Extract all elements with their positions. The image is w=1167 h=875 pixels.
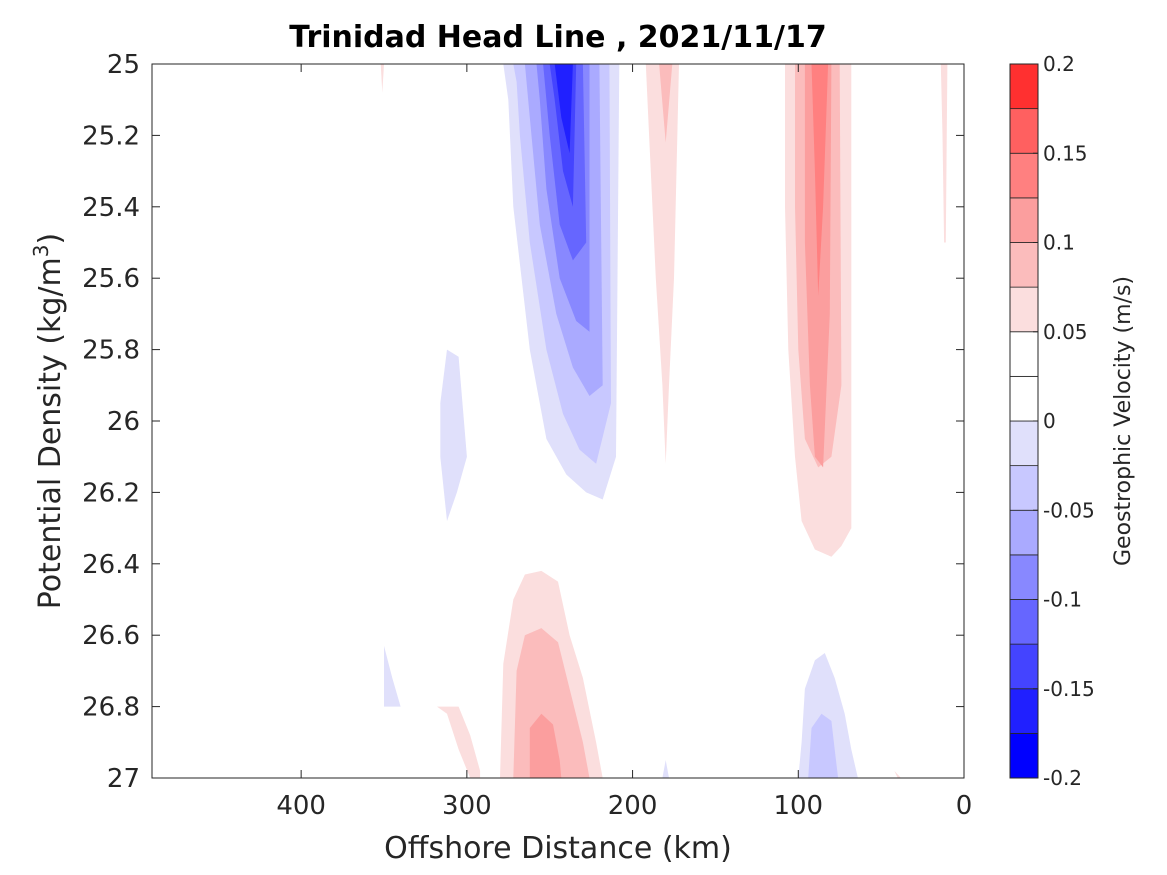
colorbar-segment <box>1009 152 1039 199</box>
colorbar <box>1009 63 1039 779</box>
contour-region-7 <box>440 349 467 521</box>
y-tick-label: 25.6 <box>82 264 140 294</box>
y-axis-ticks: 25 25.2 25.4 25.6 25.8 26 26.2 26.4 26.6 26.8 27 <box>82 50 964 794</box>
contour-region-13 <box>811 64 829 296</box>
colorbar-segment <box>1009 375 1039 422</box>
colorbar-segment <box>1009 108 1039 154</box>
contour-region-14 <box>940 64 948 243</box>
contour-regions <box>380 64 948 778</box>
colorbar-tick-label: 0 <box>1043 409 1056 433</box>
colorbar-segment <box>1009 688 1039 734</box>
colorbar-segment <box>1009 331 1039 377</box>
colorbar-tick-label: 0.15 <box>1043 141 1088 165</box>
colorbar-segment <box>1009 643 1039 690</box>
colorbar-tick-label: 0.05 <box>1043 320 1088 344</box>
colorbar-segment <box>1009 197 1039 243</box>
colorbar-segment <box>1009 509 1039 556</box>
colorbar-tick-label: -0.15 <box>1043 677 1095 701</box>
y-tick-label: 25 <box>107 50 140 80</box>
colorbar-segment <box>1009 599 1039 645</box>
y-tick-label: 26.2 <box>82 478 140 508</box>
y-tick-label: 26.4 <box>82 550 140 580</box>
colorbar-ticks: -0.2 -0.15 -0.1 -0.05 0 0.05 0.1 0.15 0.2 <box>1033 52 1095 790</box>
x-axis-ticks: 400 300 200 100 0 <box>276 64 972 821</box>
x-tick-label: 100 <box>773 791 823 821</box>
y-tick-label: 25.2 <box>82 121 140 151</box>
x-tick-label: 300 <box>442 791 492 821</box>
colorbar-label: Geostrophic Velocity (m/s) <box>1111 276 1136 566</box>
colorbar-tick-label: 0.1 <box>1043 231 1075 255</box>
x-tick-label: 0 <box>956 791 973 821</box>
colorbar-segment <box>1009 420 1039 467</box>
contour-region-21 <box>384 645 401 707</box>
y-tick-label: 26.6 <box>82 621 140 651</box>
contour-region-19 <box>437 706 481 778</box>
y-axis-label-close: ) <box>33 233 68 245</box>
y-tick-label: 27 <box>107 764 140 794</box>
contour-region-23 <box>808 713 839 778</box>
colorbar-tick-label: -0.1 <box>1043 588 1082 612</box>
y-axis-label-main: Potential Density (kg/m <box>33 257 68 609</box>
chart-title: Trinidad Head Line , 2021/11/17 <box>289 20 826 55</box>
x-tick-label: 400 <box>276 791 326 821</box>
contour-region-18 <box>529 713 562 778</box>
x-tick-label: 200 <box>608 791 658 821</box>
colorbar-tick-label: 0.2 <box>1043 52 1075 76</box>
colorbar-segment <box>1009 465 1039 511</box>
colorbar-segment <box>1009 732 1039 779</box>
y-axis-label-superscript: 3 <box>29 244 53 257</box>
x-axis-label: Offshore Distance (km) <box>384 831 732 866</box>
contour-region-24 <box>662 760 669 778</box>
y-tick-label: 25.4 <box>82 193 140 223</box>
contour-region-9 <box>659 64 673 143</box>
colorbar-tick-label: -0.05 <box>1043 498 1095 522</box>
contour-region-15 <box>380 64 384 93</box>
colorbar-segment <box>1009 63 1039 110</box>
colorbar-tick-label: -0.2 <box>1043 766 1082 790</box>
contour-region-8 <box>645 64 679 464</box>
y-tick-label: 26 <box>107 407 140 437</box>
colorbar-segment <box>1009 286 1039 333</box>
y-axis-label: Potential Density (kg/m3) <box>29 233 68 609</box>
colorbar-segment <box>1009 554 1039 600</box>
contour-region-20 <box>894 770 901 778</box>
y-tick-label: 25.8 <box>82 336 140 366</box>
contour-region-6 <box>554 64 573 154</box>
y-tick-label: 26.8 <box>82 693 140 723</box>
colorbar-segment <box>1009 242 1039 288</box>
